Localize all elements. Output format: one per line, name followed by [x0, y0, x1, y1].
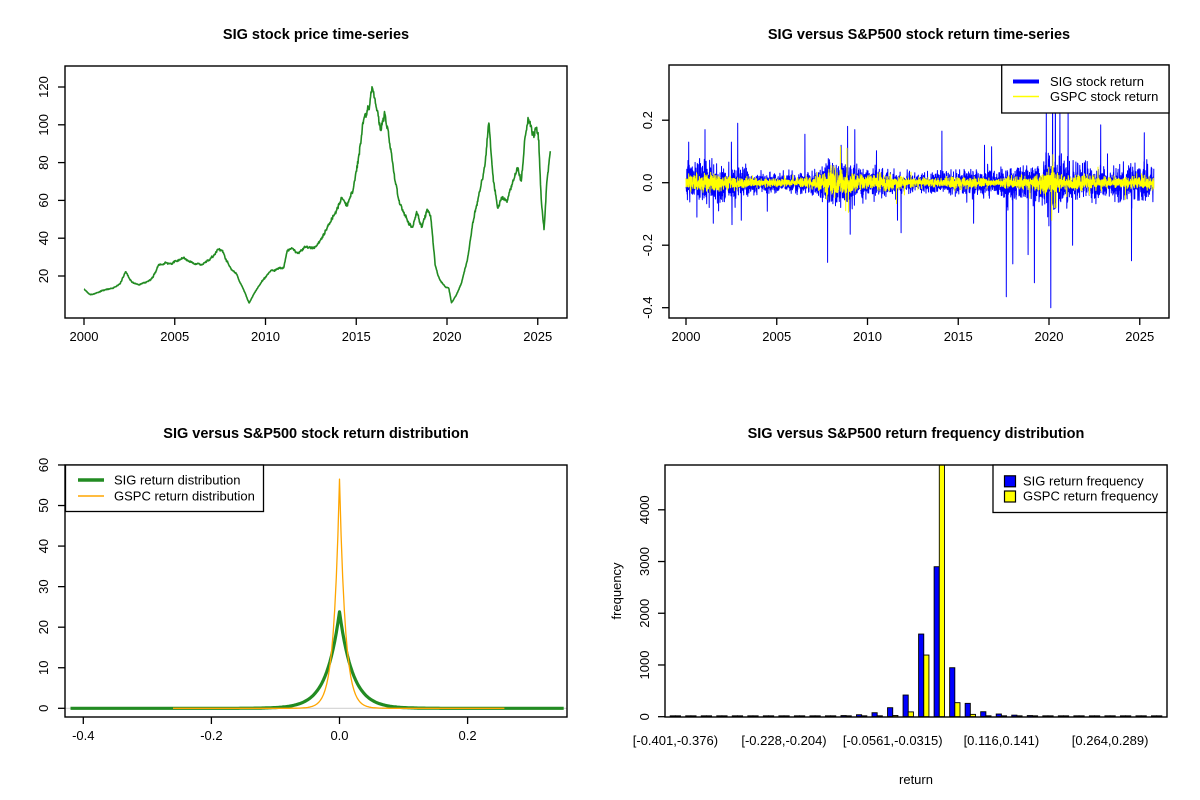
frequency-axes: 0 1000 2000 3000 4000 [-0.401,-0.376) [-0.228,…: [633, 495, 1149, 748]
tick-label: 2010: [251, 329, 280, 344]
panel-sig-price-title: SIG stock price time-series: [223, 27, 409, 43]
returns-series-group: [685, 66, 1155, 309]
gspc-frequency-bar: [938, 464, 945, 718]
gspc-frequency-bar: [923, 654, 930, 718]
plot-box: [64, 464, 568, 718]
tick-label: -0.4: [72, 728, 94, 743]
sig-price-series-group: [83, 86, 552, 304]
tick-label: 2025: [1125, 329, 1154, 344]
bin-label: [0.116,0.141): [964, 733, 1040, 748]
tick-label: 60: [36, 193, 51, 207]
tick-label: 2000: [637, 599, 652, 628]
tick-label: 20: [36, 269, 51, 283]
sig-frequency-bar: [887, 707, 894, 718]
legend-label-gspc-frequency: GSPC return frequency: [1023, 489, 1159, 504]
tick-label: 1000: [637, 651, 652, 680]
sig-price-line: [83, 86, 552, 304]
frequency-legend: SIG return frequency GSPC return frequen…: [992, 464, 1168, 514]
sig-price-axes: 2000 2005 2010 2015 2020 2025 20 40 60 80 100 120: [36, 76, 552, 344]
tick-label: 120: [36, 76, 51, 98]
tick-label: 60: [36, 458, 51, 472]
gspc-frequency-bar: [954, 702, 961, 718]
legend-box: [992, 464, 1168, 514]
sig-frequency-bar: [995, 713, 1002, 718]
sig-return-line: [685, 66, 1155, 309]
returns-legend: SIG stock return GSPC stock return: [1001, 64, 1170, 114]
tick-label: 50: [36, 498, 51, 512]
tick-label: 2015: [342, 329, 371, 344]
bin-label: [0.264,0.289): [1072, 733, 1149, 748]
panel-frequency-title: SIG versus S&P500 return frequency distr…: [748, 426, 1085, 442]
sig-frequency-bar: [964, 702, 971, 718]
legend-label-gspc-return: GSPC stock return: [1050, 89, 1158, 104]
tick-label: 2005: [762, 329, 791, 344]
legend-label-sig-frequency: SIG return frequency: [1023, 473, 1144, 488]
density-series-group: [65, 478, 567, 710]
tick-label: -0.4: [640, 296, 655, 318]
tick-label: 30: [36, 579, 51, 593]
panel-density: SIG versus S&P500 stock return distribut…: [36, 426, 568, 743]
panel-returns-title: SIG versus S&P500 stock return time-seri…: [768, 27, 1070, 43]
gspc-density-curve: [173, 478, 505, 709]
sig-frequency-bar: [871, 712, 878, 718]
tick-label: 3000: [637, 547, 652, 576]
tick-label: 2025: [523, 329, 552, 344]
legend-label-gspc-density: GSPC return distribution: [114, 488, 255, 503]
sig-frequency-bar: [980, 711, 987, 718]
gspc-frequency-bar: [907, 711, 914, 718]
frequency-ylabel: frequency: [609, 562, 624, 620]
tick-label: 2000: [70, 329, 99, 344]
sig-frequency-bar: [902, 694, 909, 718]
panel-returns: SIG versus S&P500 stock return time-seri…: [640, 27, 1170, 344]
panel-frequency: SIG versus S&P500 return frequency distr…: [609, 426, 1168, 787]
returns-axes: 2000 2005 2010 2015 2020 2025 -0.4 -0.2 0.0 0.2: [640, 111, 1154, 344]
tick-label: 0: [36, 705, 51, 712]
tick-label: 2000: [672, 329, 701, 344]
gspc-return-line: [685, 146, 1155, 221]
tick-label: 40: [36, 539, 51, 553]
panel-density-title: SIG versus S&P500 stock return distribut…: [163, 426, 468, 442]
density-legend: SIG return distribution GSPC return dist…: [64, 464, 265, 513]
legend-box: [1001, 64, 1170, 114]
tick-label: 4000: [637, 495, 652, 524]
tick-label: 100: [36, 114, 51, 136]
tick-label: 2015: [944, 329, 973, 344]
tick-label: 80: [36, 155, 51, 169]
tick-label: 2020: [433, 329, 462, 344]
legend-swatch-sig-frequency: [1003, 475, 1017, 488]
legend-label-sig-density: SIG return distribution: [114, 472, 240, 487]
legend-label-sig-return: SIG stock return: [1050, 74, 1144, 89]
sig-frequency-bar: [949, 667, 956, 718]
legend-swatch-gspc-frequency: [1003, 490, 1017, 503]
plot-box: [64, 65, 568, 319]
sig-density-curve: [70, 610, 564, 710]
plot-box: [668, 64, 1170, 319]
tick-label: 2005: [160, 329, 189, 344]
tick-label: 0.0: [640, 174, 655, 192]
density-axes: -0.4 -0.2 0.0 0.2 0 10 20 30 40 50 60: [36, 458, 477, 743]
panel-sig-price: SIG stock price time-series 2000 2005 2010…: [36, 27, 568, 344]
plot-box: [664, 464, 1168, 718]
tick-label: 0.2: [640, 111, 655, 129]
bin-label: [-0.401,-0.376): [633, 733, 718, 748]
tick-label: 40: [36, 231, 51, 245]
tick-label: 0: [637, 713, 652, 720]
legend-box: [64, 464, 265, 513]
tick-label: -0.2: [640, 234, 655, 256]
tick-label: 2010: [853, 329, 882, 344]
sig-frequency-bar: [918, 633, 925, 718]
bin-label: [-0.0561,-0.0315): [843, 733, 943, 748]
tick-label: 10: [36, 661, 51, 675]
tick-label: -0.2: [200, 728, 222, 743]
tick-label: 0.0: [330, 728, 348, 743]
tick-label: 0.2: [459, 728, 477, 743]
bin-label: [-0.228,-0.204): [741, 733, 826, 748]
frequency-xlabel: return: [899, 772, 933, 787]
tick-label: 20: [36, 620, 51, 634]
tick-label: 2020: [1035, 329, 1064, 344]
sig-frequency-bar: [933, 566, 940, 718]
